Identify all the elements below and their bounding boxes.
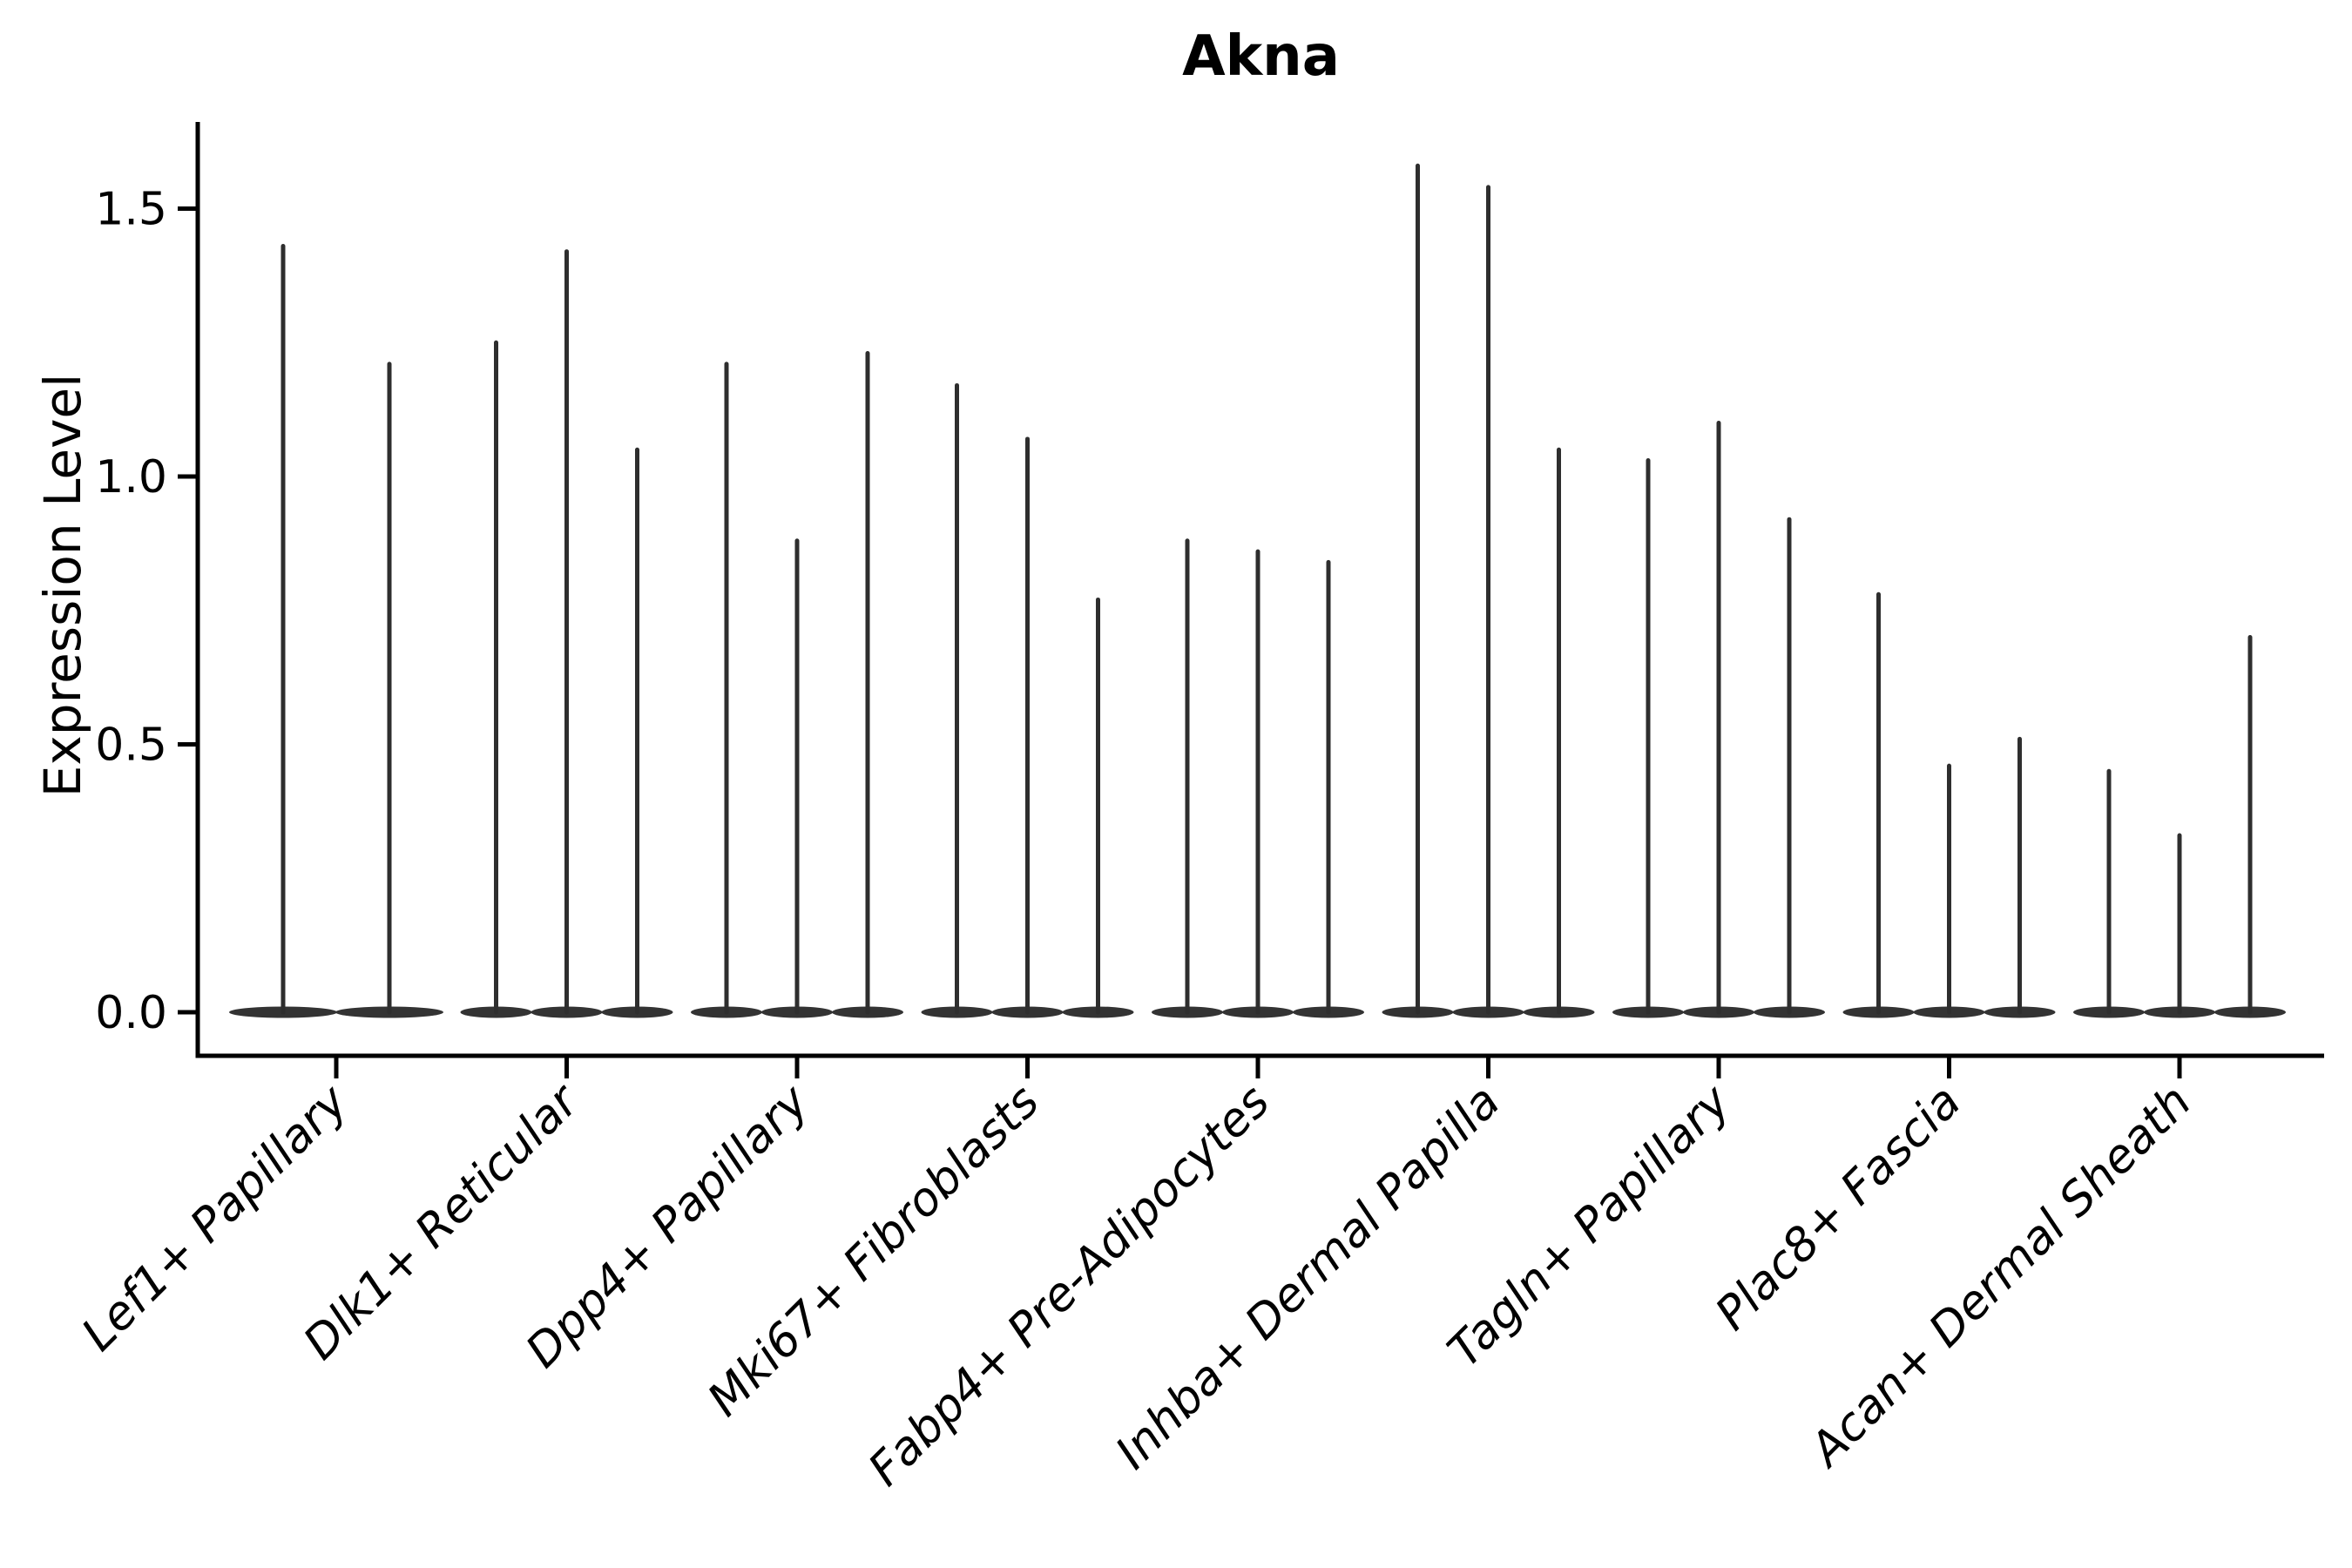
y-tick-label: 1.0	[95, 451, 167, 504]
x-category-label: Fabp4+ Pre-Adipocytes	[859, 1075, 1281, 1497]
y-tick-label: 1.5	[95, 184, 167, 236]
x-category-label: Acan+ Dermal Sheath	[1799, 1075, 2202, 1478]
x-category-label: Inhba+ Dermal Papilla	[1105, 1075, 1510, 1479]
y-tick-label: 0.0	[95, 987, 167, 1039]
x-category-label: Plac8+ Fascia	[1706, 1075, 1971, 1341]
y-tick-label: 0.5	[95, 720, 167, 772]
chart-title: Akna	[1182, 24, 1340, 89]
